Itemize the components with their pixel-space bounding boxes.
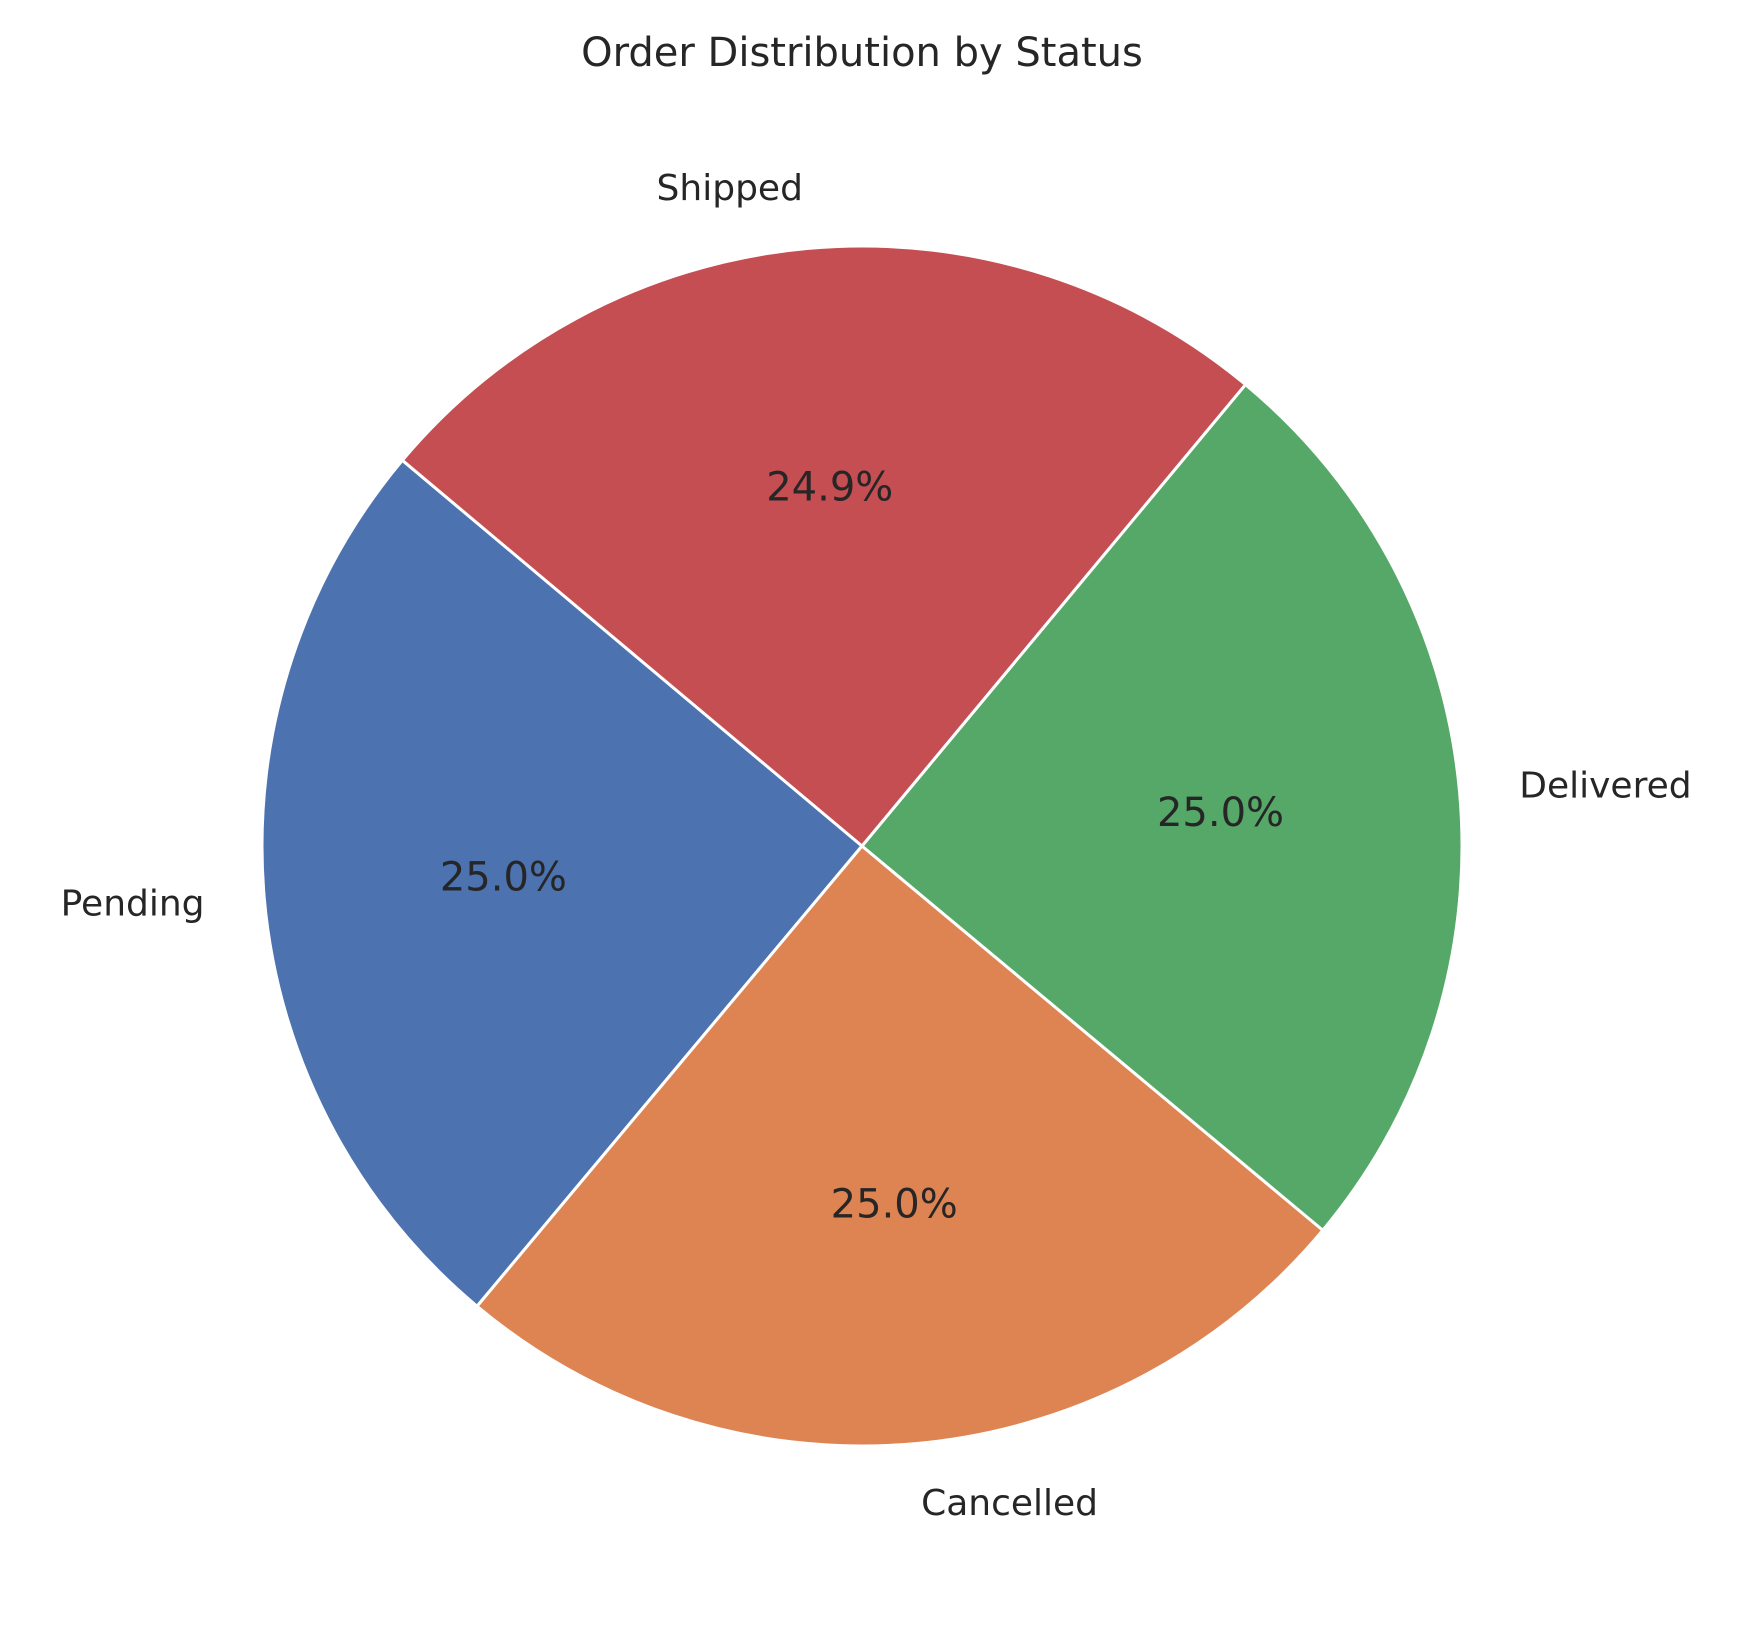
pct-label-shipped: 24.9%: [766, 464, 893, 510]
pie-category-labels: Pending Cancelled Delivered Shipped: [61, 168, 1692, 1524]
pct-label-cancelled: 25.0%: [831, 1182, 958, 1228]
pie-slice-pending: [260, 458, 864, 1308]
pie-slice-shipped: [400, 244, 1247, 848]
pie-slice-delivered: [860, 383, 1464, 1232]
pie-percent-labels: 25.0% 25.0% 25.0% 24.9%: [440, 464, 1284, 1227]
slice-label-delivered: Delivered: [1519, 765, 1691, 806]
pct-label-pending: 25.0%: [440, 855, 567, 901]
slice-label-cancelled: Cancelled: [921, 1483, 1098, 1524]
pct-label-delivered: 25.0%: [1157, 790, 1284, 836]
slice-label-shipped: Shipped: [657, 168, 803, 209]
pie-slice-cancelled: [475, 844, 1325, 1448]
pie-slices: [260, 244, 1464, 1448]
slice-label-pending: Pending: [61, 884, 205, 925]
chart-title: Order Distribution by Status: [581, 30, 1143, 76]
